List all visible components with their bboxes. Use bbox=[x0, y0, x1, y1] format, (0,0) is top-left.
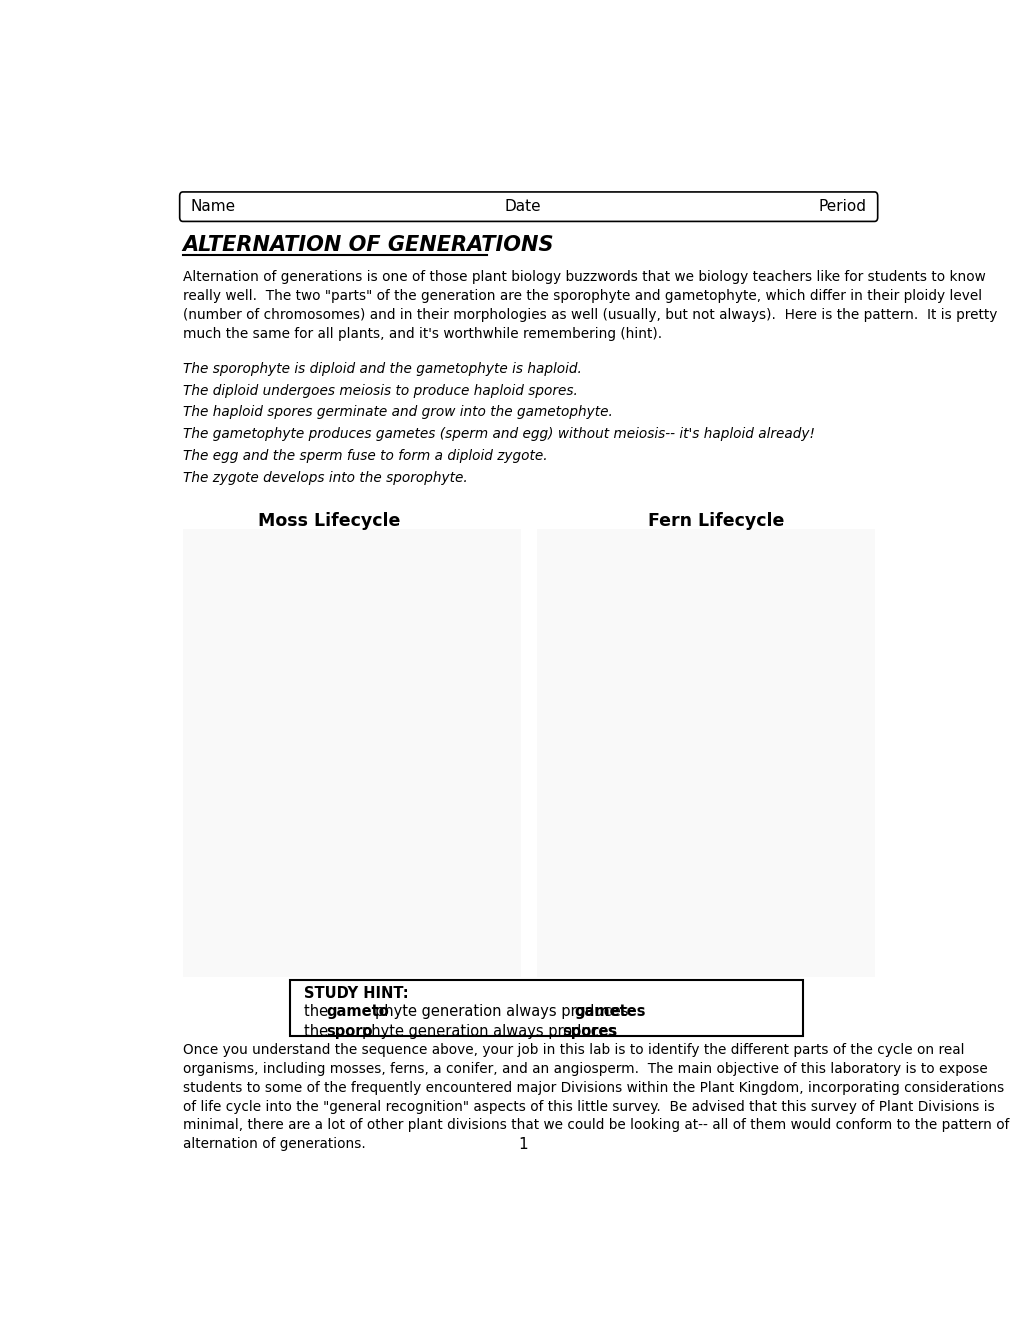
Bar bbox=[536, 529, 873, 977]
Text: Alternation of generations is one of those plant biology buzzwords that we biolo: Alternation of generations is one of tho… bbox=[182, 271, 997, 341]
Text: the: the bbox=[304, 1024, 332, 1039]
Bar bbox=[182, 529, 521, 977]
Text: The egg and the sperm fuse to form a diploid zygote.: The egg and the sperm fuse to form a dip… bbox=[182, 449, 547, 463]
Text: phyte generation always produces: phyte generation always produces bbox=[362, 1024, 620, 1039]
Text: The gametophyte produces gametes (sperm and egg) without meiosis-- it's haploid : The gametophyte produces gametes (sperm … bbox=[182, 428, 814, 441]
Text: Moss Lifecycle: Moss Lifecycle bbox=[258, 512, 399, 531]
Text: spores: spores bbox=[561, 1024, 616, 1039]
Text: gametes: gametes bbox=[574, 1005, 646, 1019]
Text: Period: Period bbox=[818, 199, 866, 214]
FancyBboxPatch shape bbox=[179, 191, 876, 222]
Text: 1: 1 bbox=[518, 1138, 527, 1152]
Text: The sporophyte is diploid and the gametophyte is haploid.: The sporophyte is diploid and the gameto… bbox=[182, 362, 581, 376]
Text: Once you understand the sequence above, your job in this lab is to identify the : Once you understand the sequence above, … bbox=[182, 1043, 1008, 1151]
Text: The zygote develops into the sporophyte.: The zygote develops into the sporophyte. bbox=[182, 471, 467, 484]
Text: STUDY HINT:: STUDY HINT: bbox=[304, 986, 408, 1001]
Text: phyte generation always produces: phyte generation always produces bbox=[374, 1005, 632, 1019]
Text: gameto: gameto bbox=[326, 1005, 388, 1019]
Text: The haploid spores germinate and grow into the gametophyte.: The haploid spores germinate and grow in… bbox=[182, 405, 612, 420]
Text: Date: Date bbox=[504, 199, 540, 214]
Text: Fern Lifecycle: Fern Lifecycle bbox=[648, 512, 784, 531]
Text: sporo: sporo bbox=[326, 1024, 372, 1039]
Text: the: the bbox=[304, 1005, 332, 1019]
Text: ALTERNATION OF GENERATIONS: ALTERNATION OF GENERATIONS bbox=[182, 235, 553, 255]
Text: The diploid undergoes meiosis to produce haploid spores.: The diploid undergoes meiosis to produce… bbox=[182, 384, 577, 397]
Text: Name: Name bbox=[191, 199, 235, 214]
Bar bbox=[289, 979, 803, 1036]
